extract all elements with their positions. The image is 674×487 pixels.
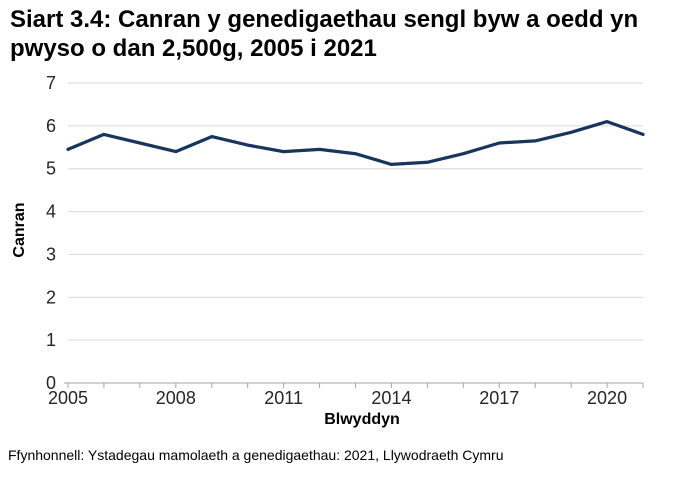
x-tick-label-2005: 2005: [48, 388, 88, 408]
x-tick-label-2011: 2011: [264, 388, 303, 408]
x-tick-label-2020: 2020: [587, 388, 627, 408]
data-line-series: [66, 119, 645, 167]
x-tick-label-2014: 2014: [371, 388, 411, 408]
y-tick-label-1: 1: [46, 330, 56, 350]
x-axis-title: Blwyddyn: [324, 411, 400, 428]
y-tick-label-7: 7: [46, 73, 56, 93]
y-tick-label-3: 3: [46, 244, 56, 264]
x-tick-label-2017: 2017: [479, 388, 519, 408]
x-tick-label-2008: 2008: [156, 388, 196, 408]
y-tick-label-5: 5: [46, 159, 56, 179]
y-tick-label-6: 6: [46, 116, 56, 136]
y-tick-label-2: 2: [46, 287, 56, 307]
y-tick-label-0: 0: [46, 373, 56, 393]
y-tick-label-4: 4: [46, 202, 56, 222]
y-axis-title: Canran: [11, 202, 28, 258]
chart-title: Siart 3.4: Canran y genedigaethau sengl …: [10, 6, 639, 62]
source-note: Ffynhonnell: Ystadegau mamolaeth a gened…: [8, 447, 504, 463]
